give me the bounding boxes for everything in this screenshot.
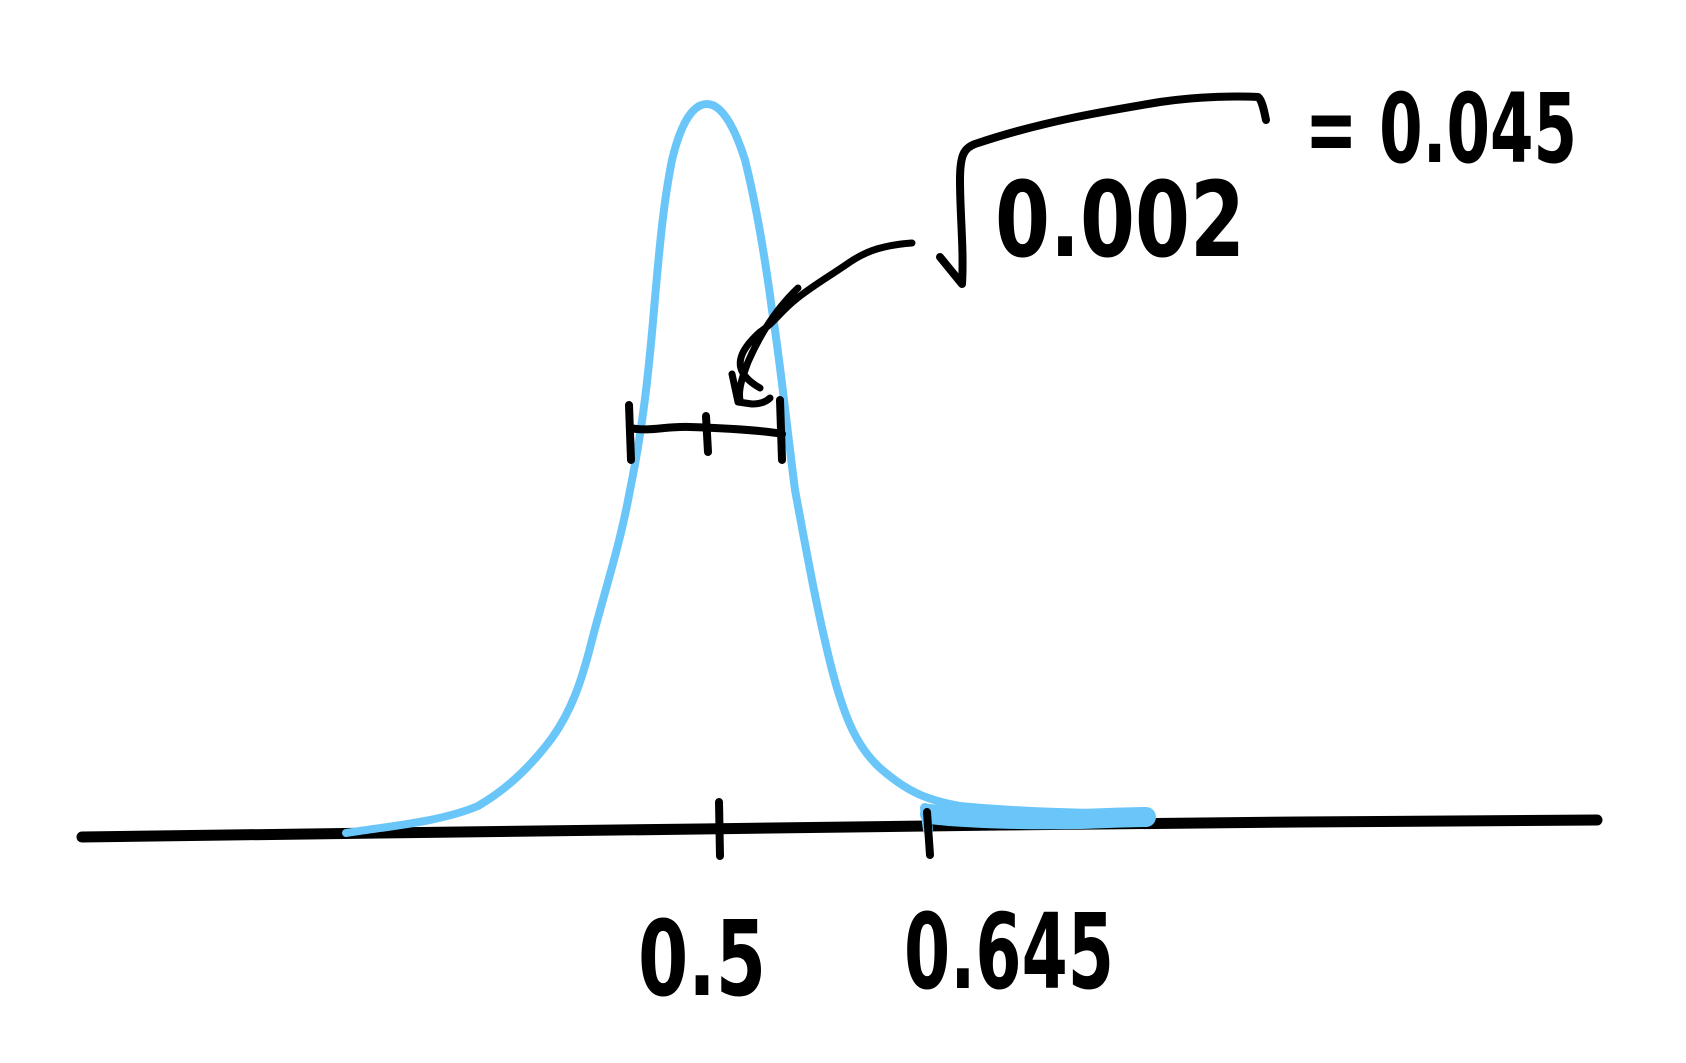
tick-label-0-5: 0.5	[638, 898, 766, 1020]
x-axis-line	[76, 814, 1603, 843]
annotation-arrow	[736, 239, 916, 404]
result-text: = 0.045	[1305, 73, 1577, 185]
bell-curve	[342, 100, 1152, 837]
sd-bracket-left-cap	[625, 401, 635, 464]
tick-label-0-645: 0.645	[904, 891, 1114, 1013]
tick-0-645	[923, 808, 934, 859]
sd-bracket-center-mark	[702, 412, 712, 456]
tick-0-5	[715, 798, 724, 860]
square-root-sign	[936, 92, 1270, 288]
sd-bracket-bar	[626, 422, 786, 438]
tail-shading	[920, 804, 1156, 830]
radicand-text: 0.002	[995, 159, 1245, 281]
sd-bracket-right-cap	[776, 396, 786, 464]
annotation-arrow-head	[728, 370, 774, 408]
